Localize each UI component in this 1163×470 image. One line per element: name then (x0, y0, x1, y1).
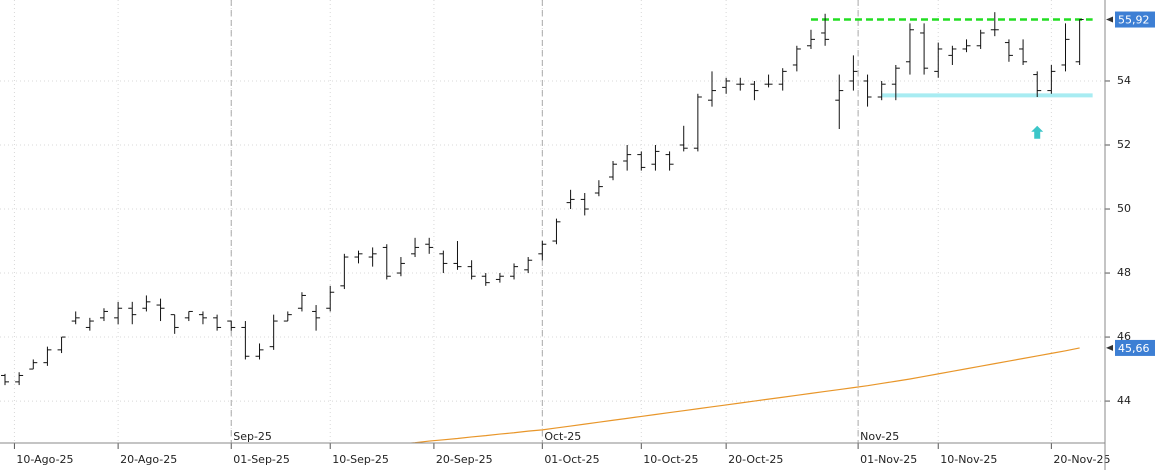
y-tick-label: 50 (1117, 202, 1131, 215)
x-tick-label: 10-Oct-25 (643, 453, 698, 466)
price-badge-label: 45,66 (1118, 342, 1150, 355)
x-tick-label: 20-Sep-25 (436, 453, 493, 466)
month-label: Sep-25 (233, 430, 272, 443)
y-tick-label: 46 (1117, 330, 1131, 343)
x-tick-label: 01-Oct-25 (544, 453, 599, 466)
price-pointer (1106, 16, 1113, 23)
plot-area (0, 0, 1105, 443)
price-pointer (1106, 344, 1113, 351)
y-tick-label: 52 (1117, 138, 1131, 151)
y-tick-label: 44 (1117, 394, 1131, 407)
price-badge (1115, 339, 1155, 356)
x-tick-label: 10-Ago-25 (16, 453, 73, 466)
month-label: Nov-25 (860, 430, 899, 443)
price-badge (1115, 11, 1155, 28)
x-tick-label: 01-Nov-25 (860, 453, 917, 466)
x-tick-label: 20-Oct-25 (728, 453, 783, 466)
arrow (1031, 125, 1044, 139)
x-tick-label: 10-Nov-25 (940, 453, 997, 466)
month-label: Oct-25 (544, 430, 581, 443)
moving-average (404, 347, 1080, 443)
price-badge-label: 55,92 (1118, 14, 1150, 27)
y-tick-label: 54 (1117, 74, 1131, 87)
x-tick-label: 20-Nov-25 (1053, 453, 1110, 466)
y-tick-label: 48 (1117, 266, 1131, 279)
x-tick-label: 01-Sep-25 (233, 453, 290, 466)
x-tick-label: 10-Sep-25 (332, 453, 389, 466)
right-axis-panel (1105, 0, 1163, 470)
x-tick-label: 20-Ago-25 (120, 453, 177, 466)
